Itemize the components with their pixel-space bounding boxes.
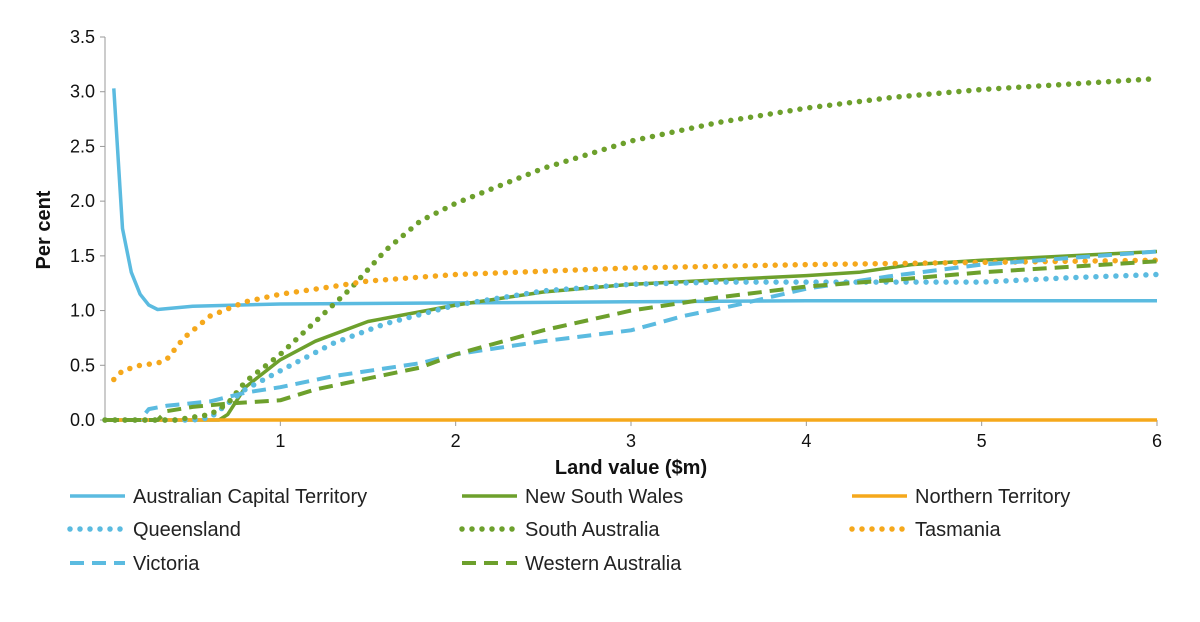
y-tick-label: 0.5 — [70, 355, 95, 375]
x-tick-label: 6 — [1152, 431, 1162, 451]
y-tick-label: 3.0 — [70, 82, 95, 102]
legend-label: Queensland — [133, 519, 241, 541]
series-line-australian-capital-territory — [112, 88, 1157, 312]
legend-label: Victoria — [133, 553, 200, 575]
series-line-new-south-wales — [105, 249, 1158, 422]
x-tick-label: 3 — [626, 431, 636, 451]
legend-label: Tasmania — [915, 519, 1001, 541]
series-line-western-australia — [105, 259, 1158, 422]
x-tick-label: 2 — [451, 431, 461, 451]
legend-label: Western Australia — [525, 553, 682, 575]
x-tick-label: 4 — [801, 431, 811, 451]
y-tick-label: 3.5 — [70, 27, 95, 47]
y-tick-label: 1.0 — [70, 301, 95, 321]
legend-label: Northern Territory — [915, 486, 1070, 508]
series-line-tasmania — [111, 257, 1160, 383]
series-line-victoria — [105, 249, 1158, 422]
legend-label: New South Wales — [525, 486, 683, 508]
y-tick-label: 1.5 — [70, 246, 95, 266]
series-line-south-australia — [102, 75, 1160, 423]
series-line-queensland — [102, 271, 1160, 423]
legend-label: South Australia — [525, 519, 660, 541]
x-axis-label: Land value ($m) — [555, 457, 707, 479]
legend-label: Australian Capital Territory — [133, 486, 367, 508]
y-axis-label: Per cent — [33, 190, 55, 269]
y-tick-label: 0.0 — [70, 410, 95, 430]
x-tick-label: 1 — [275, 431, 285, 451]
y-tick-label: 2.5 — [70, 136, 95, 156]
x-tick-label: 5 — [977, 431, 987, 451]
y-tick-label: 2.0 — [70, 191, 95, 211]
